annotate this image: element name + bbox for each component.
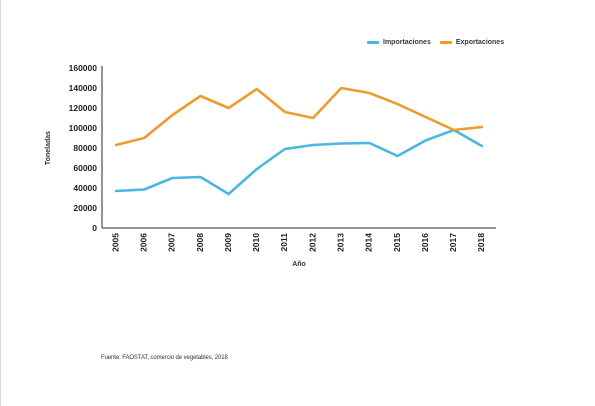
series-line-exportaciones bbox=[114, 86, 484, 147]
y-tick-label: 120000 bbox=[69, 103, 98, 113]
x-tick-label: 2006 bbox=[138, 233, 148, 252]
x-tick-label: 2009 bbox=[223, 233, 233, 252]
y-axis-title: Toneladas bbox=[45, 131, 52, 165]
y-tick-label: 20000 bbox=[73, 203, 97, 213]
x-tick-label: 2017 bbox=[448, 233, 458, 252]
x-tick-label: 2013 bbox=[335, 233, 345, 252]
legend-swatch-importaciones bbox=[367, 41, 379, 44]
legend-swatch-exportaciones bbox=[439, 41, 452, 44]
y-tick-label: 100000 bbox=[69, 123, 98, 133]
x-tick-label: 2011 bbox=[279, 233, 289, 252]
y-tick-label: 80000 bbox=[73, 143, 97, 153]
x-axis-title: Año bbox=[292, 261, 306, 268]
page-left-border bbox=[0, 0, 1, 406]
x-tick-label: 2016 bbox=[420, 233, 430, 252]
y-tick-label: 0 bbox=[92, 223, 97, 233]
legend-label-exportaciones: Exportaciones bbox=[455, 39, 505, 46]
x-tick-label: 2008 bbox=[195, 233, 205, 252]
x-tick-label: 2005 bbox=[110, 233, 120, 252]
y-tick-label: 60000 bbox=[73, 163, 97, 173]
series-line-importaciones bbox=[114, 128, 484, 196]
y-tick-label: 140000 bbox=[69, 83, 98, 93]
x-tick-label: 2018 bbox=[476, 233, 486, 252]
x-tick-label: 2015 bbox=[392, 233, 402, 252]
legend-item-importaciones: Importaciones bbox=[367, 39, 431, 46]
y-tick-label: 40000 bbox=[73, 183, 97, 193]
legend-label-importaciones: Importaciones bbox=[383, 39, 431, 46]
x-tick-label: 2007 bbox=[167, 233, 177, 252]
x-tick-label: 2014 bbox=[364, 233, 374, 252]
x-tick-label: 2010 bbox=[251, 233, 261, 252]
y-tick-labels: 0 20000 40000 60000 80000 100000 120000 140000 1… bbox=[69, 63, 98, 233]
x-tick-labels: 2005 2006 2007 2008 2009 2010 2011 2012 2013 2014… bbox=[110, 233, 486, 252]
chart-legend: Importaciones Exportaciones bbox=[367, 39, 513, 46]
source-note: Fuente: FAOSTAT, comercio de vegetables,… bbox=[101, 355, 228, 361]
y-tick-label: 160000 bbox=[69, 63, 98, 73]
x-tick-label: 2012 bbox=[307, 233, 317, 252]
series-lines bbox=[114, 86, 484, 196]
legend-item-exportaciones: Exportaciones bbox=[439, 39, 505, 46]
